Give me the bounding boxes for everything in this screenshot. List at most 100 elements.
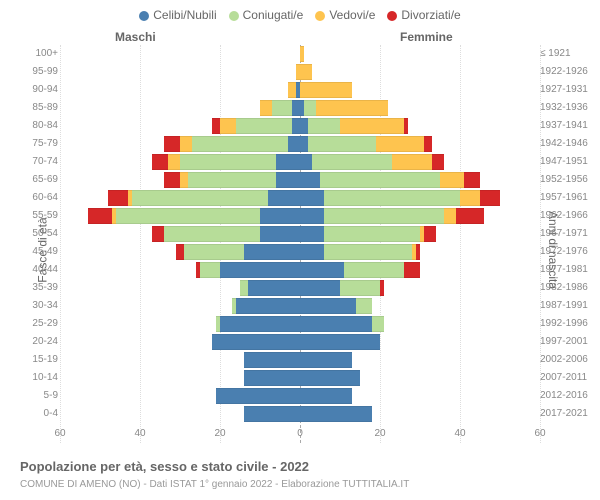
age-labels: 100+95-9990-9485-8980-8475-7970-7465-696… (28, 45, 58, 423)
bar-segment (300, 352, 352, 368)
birth-label: 1972-1976 (540, 243, 595, 261)
bar-segment (300, 334, 380, 350)
bar-segment (460, 190, 480, 206)
birth-label: 1997-2001 (540, 333, 595, 351)
bar-segment (416, 244, 420, 260)
bar-row (60, 369, 540, 387)
birth-label: 1977-1981 (540, 261, 595, 279)
bar-segment (188, 172, 276, 188)
x-tick: 20 (374, 428, 385, 439)
birth-label: 1952-1956 (540, 171, 595, 189)
bar-male (164, 172, 300, 188)
bar-segment (152, 154, 168, 170)
bar-male (212, 118, 300, 134)
age-label: 25-29 (28, 315, 58, 333)
bar-segment (220, 316, 300, 332)
bar-segment (200, 262, 220, 278)
bar-segment (236, 298, 300, 314)
bar-female (300, 82, 352, 98)
bars-area (60, 45, 540, 423)
bar-segment (300, 262, 344, 278)
plot-area: 6040200204060 (60, 45, 540, 445)
age-label: 85-89 (28, 99, 58, 117)
bar-female (300, 136, 432, 152)
bar-segment (404, 262, 420, 278)
bar-segment (244, 352, 300, 368)
bar-row (60, 135, 540, 153)
bar-male (244, 352, 300, 368)
bar-segment (340, 118, 404, 134)
age-label: 70-74 (28, 153, 58, 171)
bar-row (60, 243, 540, 261)
bar-male (260, 100, 300, 116)
bar-segment (464, 172, 480, 188)
age-label: 75-79 (28, 135, 58, 153)
birth-label: 2002-2006 (540, 351, 595, 369)
age-label: 60-64 (28, 189, 58, 207)
birth-label: 1992-1996 (540, 315, 595, 333)
bar-female (300, 118, 408, 134)
bar-row (60, 63, 540, 81)
bar-segment (300, 64, 312, 80)
bar-segment (300, 190, 324, 206)
legend-item: Celibi/Nubili (139, 8, 216, 22)
bar-segment (132, 190, 268, 206)
bar-segment (236, 118, 292, 134)
x-tick: 40 (454, 428, 465, 439)
bar-segment (300, 118, 308, 134)
bar-female (300, 46, 304, 62)
bar-female (300, 406, 372, 422)
population-pyramid-chart: Celibi/NubiliConiugati/eVedovi/eDivorzia… (0, 0, 600, 500)
x-tick: 60 (534, 428, 545, 439)
bar-segment (180, 136, 192, 152)
bar-segment (240, 280, 248, 296)
bar-male (196, 262, 300, 278)
bar-segment (164, 136, 180, 152)
age-label: 80-84 (28, 117, 58, 135)
bar-segment (324, 226, 420, 242)
legend-swatch (315, 11, 325, 21)
bar-segment (300, 406, 372, 422)
age-label: 35-39 (28, 279, 58, 297)
bar-segment (276, 154, 300, 170)
bar-segment (152, 226, 164, 242)
bar-segment (192, 136, 288, 152)
birth-label: 1942-1946 (540, 135, 595, 153)
bar-segment (300, 370, 360, 386)
bar-segment (300, 226, 324, 242)
birth-label: 2007-2011 (540, 369, 595, 387)
bar-segment (324, 190, 460, 206)
bar-male (164, 136, 300, 152)
bar-segment (356, 298, 372, 314)
age-label: 10-14 (28, 369, 58, 387)
bar-segment (260, 208, 300, 224)
age-label: 95-99 (28, 63, 58, 81)
bar-female (300, 388, 352, 404)
bar-row (60, 405, 540, 423)
bar-segment (300, 172, 320, 188)
bar-male (108, 190, 300, 206)
bar-segment (308, 118, 340, 134)
birth-label: ≤ 1921 (540, 45, 595, 63)
x-tick: 40 (134, 428, 145, 439)
bar-female (300, 316, 384, 332)
bar-row (60, 387, 540, 405)
bar-segment (212, 334, 300, 350)
legend-item: Divorziati/e (387, 8, 460, 22)
birth-label: 2012-2016 (540, 387, 595, 405)
bar-segment (320, 172, 440, 188)
bar-segment (180, 172, 188, 188)
bar-segment (456, 208, 484, 224)
bar-segment (168, 154, 180, 170)
male-label: Maschi (115, 30, 156, 44)
x-tick: 20 (214, 428, 225, 439)
bar-segment (424, 226, 436, 242)
legend-swatch (139, 11, 149, 21)
bar-segment (292, 118, 300, 134)
bar-segment (480, 190, 500, 206)
age-label: 50-54 (28, 225, 58, 243)
bar-segment (344, 262, 404, 278)
bar-male (176, 244, 300, 260)
age-label: 20-24 (28, 333, 58, 351)
bar-female (300, 64, 312, 80)
